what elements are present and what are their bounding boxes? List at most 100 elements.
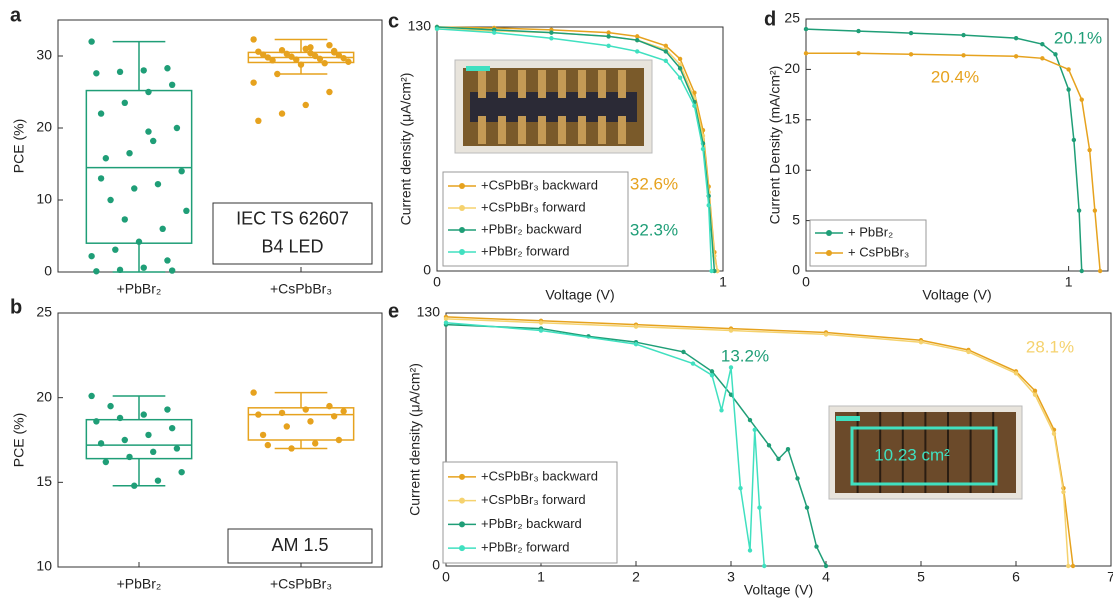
data-point <box>150 137 157 145</box>
data-point <box>307 418 314 425</box>
inset-finger <box>498 70 506 98</box>
y-axis-label: PCE (%) <box>11 413 27 467</box>
data-point <box>250 36 257 43</box>
inset-finger <box>578 116 586 144</box>
data-point <box>326 88 333 96</box>
curve-point <box>803 26 809 32</box>
data-point <box>107 402 114 410</box>
inset-finger <box>538 116 546 144</box>
curve-point <box>966 349 971 355</box>
y-tick-label: 0 <box>792 262 800 278</box>
x-tick-label: 5 <box>917 569 925 585</box>
curve-point <box>1070 563 1076 569</box>
curve-point <box>961 32 966 38</box>
data-point <box>88 252 95 260</box>
data-point <box>121 436 128 444</box>
curve-point <box>443 320 449 325</box>
data-point <box>278 110 286 117</box>
curve-point <box>1079 97 1084 102</box>
plot-frame <box>57 19 383 273</box>
data-point <box>326 402 333 410</box>
curve-point <box>663 58 668 63</box>
curve-point <box>856 28 861 34</box>
curve-point <box>635 34 640 39</box>
annotation: AM 1.5 <box>271 535 328 555</box>
y-tick-label: 20 <box>36 388 52 404</box>
curve-point <box>1051 431 1057 436</box>
curve-point <box>856 51 861 56</box>
x-tick-label: +PbBr₂ <box>117 281 162 297</box>
legend-marker <box>459 545 465 552</box>
inset-finger <box>558 116 566 144</box>
curve-point <box>908 52 914 57</box>
data-point <box>93 418 100 425</box>
data-point <box>307 49 314 57</box>
x-tick-label: 0 <box>442 569 450 585</box>
curve-point <box>738 485 743 491</box>
curve-point <box>692 90 697 95</box>
x-tick-label: 6 <box>1012 569 1020 585</box>
data-point <box>312 440 319 447</box>
legend-marker <box>826 230 832 236</box>
curve-point <box>747 417 753 423</box>
curve-point <box>762 563 767 569</box>
legend-label: +CsPbBr₃ backward <box>481 468 598 483</box>
curve-point <box>538 328 544 333</box>
curve-point <box>1079 268 1084 274</box>
legend-label: +PbBr₂ backward <box>481 516 582 531</box>
legend-box <box>442 171 629 267</box>
data-point <box>154 477 162 484</box>
inset-finger <box>578 70 586 98</box>
data-point <box>164 257 171 264</box>
annotation: 20.4% <box>931 67 979 86</box>
data-point <box>97 175 105 182</box>
y-axis-label: PCE (%) <box>11 119 27 173</box>
curve-point <box>1040 42 1045 47</box>
y-tick-label: 10 <box>36 191 52 207</box>
curve-point <box>823 563 829 569</box>
legend-box <box>442 461 618 564</box>
annotation: 10.23 cm² <box>874 445 950 464</box>
curve-point <box>747 548 753 553</box>
curve-point <box>728 328 734 333</box>
inset-finger <box>618 70 626 98</box>
legend-box <box>809 219 927 267</box>
curve-point <box>633 324 639 329</box>
data-point <box>121 216 128 223</box>
data-point <box>135 238 143 245</box>
data-point <box>97 440 105 447</box>
y-tick-label: 25 <box>784 10 800 26</box>
curve-point <box>804 505 810 510</box>
x-tick-label: 0 <box>802 274 810 290</box>
data-point <box>330 47 338 55</box>
curve-point <box>1066 563 1071 569</box>
curve-point <box>918 339 924 345</box>
data-point <box>278 47 286 54</box>
data-point <box>164 406 171 413</box>
x-tick-label: +CsPbBr₃ <box>270 576 332 592</box>
data-point <box>321 60 328 67</box>
plot-frame <box>805 18 1109 272</box>
curve-point <box>633 341 639 347</box>
y-axis-label: Current density (μA/cm²) <box>398 73 414 226</box>
curve-point <box>663 43 668 48</box>
curve-point <box>1013 54 1019 59</box>
y-tick-label: 0 <box>423 262 431 278</box>
x-tick-label: 1 <box>719 274 727 290</box>
data-point <box>121 99 128 107</box>
x-axis-label: Voltage (V) <box>545 287 614 303</box>
y-tick-label: 25 <box>36 304 52 320</box>
data-point <box>312 52 319 60</box>
data-point <box>255 117 262 125</box>
data-point <box>302 101 309 109</box>
data-point <box>264 54 272 61</box>
data-point <box>288 53 295 60</box>
curve-point <box>795 476 800 481</box>
data-point <box>178 168 185 175</box>
x-axis-label: Voltage (V) <box>922 287 991 303</box>
active-area <box>850 426 998 486</box>
curve-point <box>700 146 706 152</box>
data-point <box>168 424 176 432</box>
x-axis-label: Voltage (V) <box>744 582 813 598</box>
x-tick-label: +PbBr₂ <box>117 576 162 592</box>
